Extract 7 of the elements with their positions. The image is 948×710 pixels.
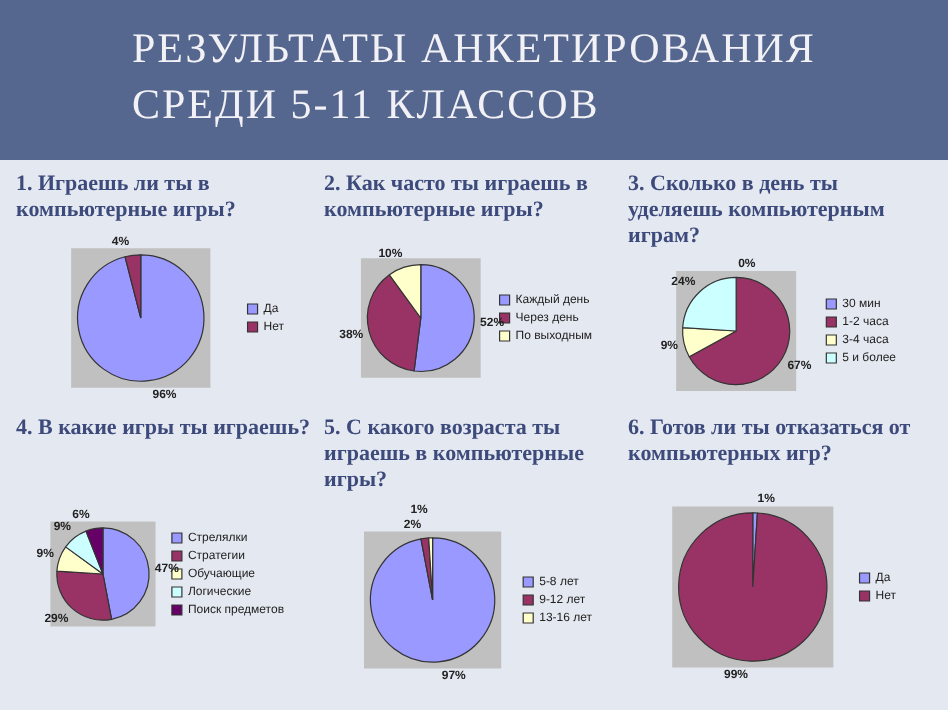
text: РЕЗУЛЬТАТЫ АНКЕТИРОВАНИЯ СРЕДИ 5-11 КЛАССОВ (132, 22, 818, 132)
chart-title: 5. С какого возраста ты играешь в компьютерные игры? (324, 416, 584, 492)
chart-title: 4. В какие игры ты играешь? (14, 416, 313, 442)
chart-title: 2. Как часто ты играешь в компьютерные игры? (324, 172, 588, 222)
chart-title: 3. Сколько в день ты уделяешь компьютерным играм? (626, 172, 887, 250)
chart-title: 6. Готов ли ты отказаться от компьютерных игр? (626, 416, 913, 468)
chart-title: 1. Играешь ли ты в компьютерные игры? (14, 172, 238, 224)
